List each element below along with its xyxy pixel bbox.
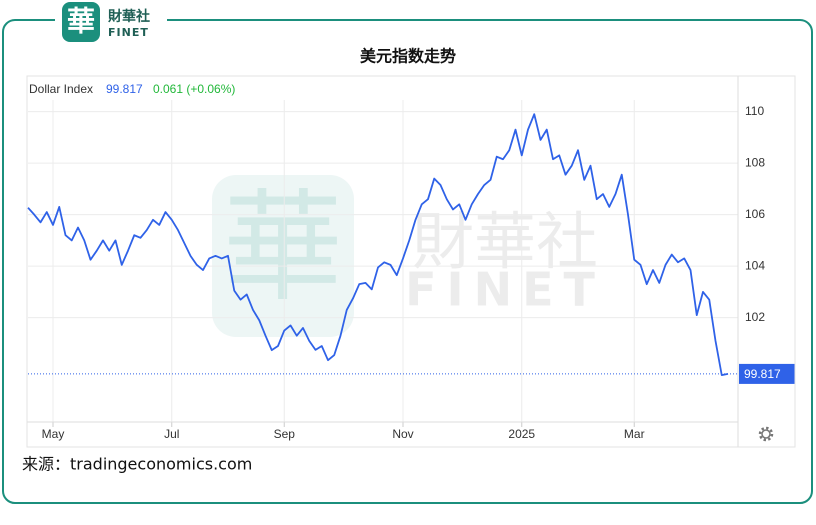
chart-title: 美元指数走势 [360,47,456,66]
x-tick-label: Nov [392,427,413,441]
legend-change: 0.061 (+0.06%) [153,82,235,96]
logo-name: 財華社 [107,8,150,25]
plot: 99.817 [27,76,795,447]
logo-char: 華 [67,5,95,38]
y-tick-label: 110 [745,104,764,118]
logo-badge [62,2,100,42]
y-tick-label: 106 [745,207,765,221]
x-tick-label: 2025 [508,427,535,441]
watermark-char: 華 [223,179,343,318]
y-tick-label: 104 [745,258,765,272]
line [27,113,729,377]
legend-name: Dollar Index [29,82,93,96]
source: 来源：tradingeconomics.com [22,455,252,474]
watermark-en: FINET [405,263,605,317]
x-tick-label: May [42,427,65,441]
x-tick-label: Sep [274,427,296,441]
last-value-label: 99.817 [744,367,781,381]
y-tick-label: 102 [745,310,765,324]
y-tick-label: 108 [745,155,765,169]
x-tick-label: Jul [164,427,179,441]
settings-ring[interactable] [761,429,771,439]
x-tick-label: Mar [624,427,645,441]
settings-gear[interactable] [758,426,774,442]
logo-en: FINET [108,26,149,39]
last-value-box [739,363,795,384]
plot-frame [26,75,796,448]
frame [2,19,813,504]
settings-icon[interactable] [758,426,774,442]
legend-value: 99.817 [106,82,143,96]
